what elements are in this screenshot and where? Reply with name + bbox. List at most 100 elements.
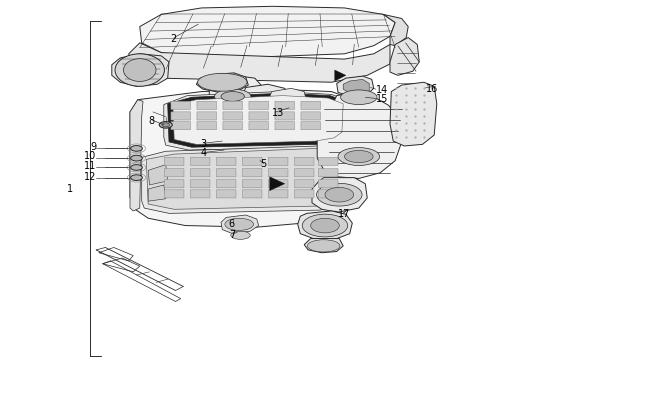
FancyBboxPatch shape (164, 169, 184, 177)
FancyBboxPatch shape (190, 190, 210, 198)
FancyBboxPatch shape (190, 158, 210, 166)
Polygon shape (148, 185, 166, 202)
FancyBboxPatch shape (294, 169, 314, 177)
Ellipse shape (317, 184, 362, 207)
FancyBboxPatch shape (301, 122, 320, 130)
Text: 8: 8 (148, 116, 154, 126)
Text: 5: 5 (260, 159, 266, 169)
FancyBboxPatch shape (249, 113, 268, 121)
Polygon shape (130, 90, 359, 228)
Polygon shape (112, 55, 169, 87)
Text: 17: 17 (338, 209, 350, 219)
Polygon shape (130, 100, 143, 211)
Ellipse shape (243, 97, 292, 117)
Polygon shape (384, 15, 408, 47)
Polygon shape (343, 80, 369, 94)
Polygon shape (196, 74, 248, 93)
Polygon shape (390, 83, 437, 147)
Polygon shape (317, 93, 402, 179)
FancyBboxPatch shape (249, 102, 268, 110)
FancyBboxPatch shape (223, 102, 242, 110)
FancyBboxPatch shape (197, 113, 216, 121)
FancyBboxPatch shape (242, 158, 262, 166)
FancyBboxPatch shape (190, 180, 210, 188)
Ellipse shape (124, 60, 156, 82)
FancyBboxPatch shape (242, 180, 262, 188)
Text: 11: 11 (84, 160, 96, 170)
Text: 14: 14 (376, 85, 388, 95)
Ellipse shape (231, 232, 250, 240)
Text: 15: 15 (376, 94, 388, 104)
FancyBboxPatch shape (171, 102, 190, 110)
Polygon shape (148, 165, 168, 185)
FancyBboxPatch shape (275, 113, 294, 121)
Text: 4: 4 (200, 148, 206, 158)
FancyBboxPatch shape (164, 190, 184, 198)
Ellipse shape (214, 90, 251, 104)
Text: 2: 2 (170, 34, 177, 43)
FancyBboxPatch shape (223, 113, 242, 121)
Ellipse shape (344, 151, 373, 163)
Polygon shape (209, 76, 263, 132)
FancyBboxPatch shape (318, 158, 338, 166)
Polygon shape (164, 92, 351, 151)
FancyBboxPatch shape (275, 122, 294, 130)
FancyBboxPatch shape (294, 190, 314, 198)
Polygon shape (390, 38, 419, 76)
FancyBboxPatch shape (190, 169, 210, 177)
Text: 12: 12 (84, 171, 96, 181)
Polygon shape (146, 149, 348, 210)
Ellipse shape (162, 124, 170, 128)
FancyBboxPatch shape (164, 180, 184, 188)
FancyBboxPatch shape (216, 158, 236, 166)
Text: 13: 13 (272, 108, 284, 117)
Ellipse shape (115, 55, 164, 87)
FancyBboxPatch shape (197, 122, 216, 130)
FancyBboxPatch shape (275, 102, 294, 110)
Polygon shape (168, 94, 348, 148)
FancyBboxPatch shape (294, 180, 314, 188)
Polygon shape (298, 211, 352, 240)
FancyBboxPatch shape (216, 190, 236, 198)
FancyBboxPatch shape (268, 190, 288, 198)
Polygon shape (140, 7, 395, 60)
Ellipse shape (131, 156, 142, 162)
Polygon shape (304, 239, 343, 253)
Text: 6: 6 (229, 219, 235, 228)
Polygon shape (337, 77, 374, 96)
FancyBboxPatch shape (318, 190, 338, 198)
Ellipse shape (307, 240, 340, 252)
FancyBboxPatch shape (268, 158, 288, 166)
Polygon shape (142, 147, 352, 214)
FancyBboxPatch shape (242, 169, 262, 177)
Polygon shape (312, 178, 367, 213)
Text: 10: 10 (84, 151, 96, 161)
FancyBboxPatch shape (216, 169, 236, 177)
Polygon shape (270, 177, 285, 191)
Polygon shape (221, 215, 259, 234)
Ellipse shape (341, 91, 377, 105)
FancyBboxPatch shape (294, 158, 314, 166)
Text: 7: 7 (229, 229, 235, 239)
Ellipse shape (338, 148, 380, 166)
FancyBboxPatch shape (197, 102, 216, 110)
FancyBboxPatch shape (216, 180, 236, 188)
FancyBboxPatch shape (171, 122, 190, 130)
Ellipse shape (225, 219, 254, 231)
Polygon shape (268, 89, 307, 113)
Ellipse shape (325, 188, 354, 202)
Text: 3: 3 (200, 139, 206, 149)
Ellipse shape (198, 74, 247, 92)
Ellipse shape (221, 92, 244, 102)
Polygon shape (335, 71, 346, 82)
FancyBboxPatch shape (171, 113, 190, 121)
Ellipse shape (302, 215, 348, 237)
FancyBboxPatch shape (164, 158, 184, 166)
Ellipse shape (159, 122, 172, 129)
Ellipse shape (131, 146, 142, 152)
Polygon shape (129, 44, 390, 83)
FancyBboxPatch shape (249, 122, 268, 130)
Text: 9: 9 (90, 142, 96, 151)
FancyBboxPatch shape (223, 122, 242, 130)
Polygon shape (242, 85, 292, 129)
